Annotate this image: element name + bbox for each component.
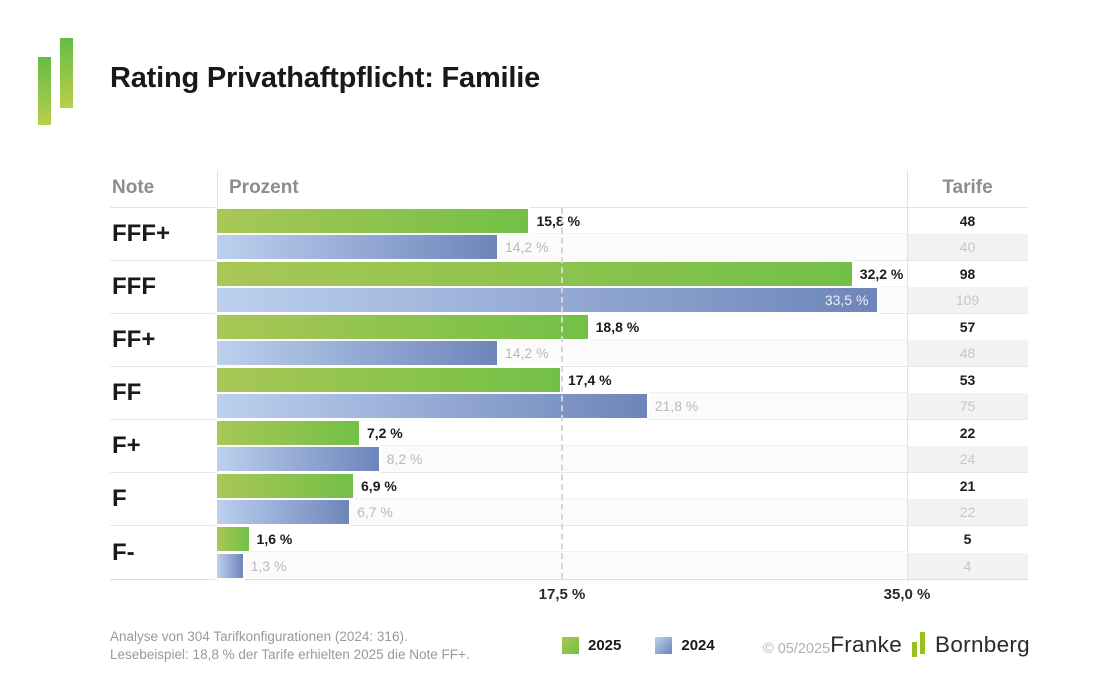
bar-2025 [217,209,529,233]
dashed-gridline-17-5 [561,208,563,579]
brand-bar-left-icon [912,642,918,657]
brand-bars-icon [912,632,926,658]
legend-item-2024: 2024 [655,637,715,654]
tarife-count-2025: 57 [959,319,976,335]
tarife-count-2025: 48 [959,213,976,229]
brand-name-right: Bornberg [935,632,1030,657]
bar-2025 [217,315,588,339]
brand-name-left: Franke [830,632,903,657]
bar-value-label-2025: 6,9 % [361,478,397,494]
table-row: FFF 32,2 % 33,5 % 98 109 [110,261,1028,314]
column-divider-prozent-tarife [907,170,908,582]
franke-bornberg-logo-mark [38,38,74,126]
tarife-cell: 98 109 [907,261,1028,313]
table-body: FFF+ 15,8 % 14,2 % 48 40 FFF 32,2 % [110,208,1028,580]
brand-bar-right-icon [920,632,926,654]
table-row: F+ 7,2 % 8,2 % 22 24 [110,420,1028,473]
bar-2024 [217,234,497,259]
bar-value-label-2025: 17,4 % [568,372,612,388]
note-label: FF+ [112,326,156,353]
footnote: Analyse von 304 Tarifkonfigurationen (20… [110,628,470,664]
tarife-count-2024: 48 [907,340,1028,366]
column-header-note: Note [112,176,155,198]
note-label: F- [112,538,135,566]
bar-2025 [217,368,561,392]
table-header-row: Note Prozent Tarife [110,168,1028,208]
tarife-cell: 22 24 [907,420,1028,472]
bar-2025 [217,527,249,551]
tarife-cell: 21 22 [907,473,1028,525]
tarife-count-2025: 53 [959,372,976,388]
tarife-count-2025: 98 [959,266,976,282]
bar-2024 [217,393,647,418]
column-header-tarife: Tarife [942,176,993,198]
legend: 2025 2024 [562,637,715,654]
bar-value-label-2025: 1,6 % [256,531,293,547]
x-axis-tick-mid: 17,5 % [538,586,586,603]
footnote-line-2: Lesebeispiel: 18,8 % der Tarife erhielte… [110,646,470,662]
logo-bar-left-icon [38,57,51,125]
rating-table: Note Prozent Tarife FFF+ 15,8 % 14,2 % 4… [110,168,1028,608]
note-label: FFF [112,273,156,300]
tarife-count-2024: 75 [907,393,1028,419]
bar-value-label-2025: 15,8 % [536,213,581,229]
bar-row-2024: 33,5 % [217,287,907,312]
table-row: F- 1,6 % 1,3 % 5 4 [110,526,1028,579]
bar-value-label-2025: 18,8 % [595,319,640,335]
x-axis-tick-max: 35,0 % [883,586,931,603]
bar-value-label-2024: 14,2 % [504,344,549,361]
tarife-count-2024: 24 [907,446,1028,472]
bar-2025 [217,474,354,498]
bar-2024 [217,553,243,578]
bar-value-label-2025: 32,2 % [859,266,904,282]
legend-label-2025: 2025 [588,637,622,654]
bar-value-label-2024: 6,7 % [357,503,393,520]
tarife-cell: 53 75 [907,367,1028,419]
footnote-line-1: Analyse von 304 Tarifkonfigurationen (20… [110,629,408,644]
legend-label-2024: 2024 [681,637,715,654]
copyright-notice: © 05/2025 [763,641,831,657]
bar-2024 [217,340,497,365]
bar-value-label-2024: 21,8 % [654,397,699,414]
table-row: FF+ 18,8 % 14,2 % 57 48 [110,314,1028,367]
bar-value-label-2024: 14,2 % [504,238,549,255]
column-header-prozent: Prozent [229,176,299,198]
tarife-count-2025: 22 [959,425,976,441]
chart-cell: 32,2 % 33,5 % [217,261,907,313]
franke-bornberg-wordmark: Franke Bornberg [830,632,1030,658]
page-title: Rating Privathaftpflicht: Familie [110,62,541,94]
tarife-cell: 57 48 [907,314,1028,366]
table-row: FF 17,4 % 21,8 % 53 75 [110,367,1028,420]
bar-row-2025: 18,8 % [217,315,907,340]
tarife-cell: 48 40 [907,208,1028,260]
legend-swatch-2024-icon [655,637,673,654]
bar-value-label-2025: 7,2 % [366,425,403,441]
tarife-count-2024: 40 [907,234,1028,260]
tarife-cell: 5 4 [907,526,1028,579]
table-row: FFF+ 15,8 % 14,2 % 48 40 [110,208,1028,261]
bar-2024 [217,287,878,312]
note-label: FFF+ [112,220,170,247]
legend-swatch-2025-icon [562,637,579,654]
bar-value-label-2024: 33,5 % [824,291,869,308]
tarife-count-2025: 21 [959,478,976,494]
note-label: FF [112,379,142,406]
note-label: F [112,485,127,512]
note-label: F+ [112,432,141,459]
bar-2024 [217,499,350,524]
bar-2024 [217,446,379,471]
bar-2025 [217,421,359,445]
bar-value-label-2024: 8,2 % [386,450,423,467]
table-row: F 6,9 % 6,7 % 21 22 [110,473,1028,526]
bar-2025 [217,262,852,286]
x-axis: 17,5 % 35,0 % [110,580,1028,608]
tarife-count-2024: 4 [907,552,1028,579]
tarife-count-2025: 5 [963,531,972,548]
logo-bar-right-icon [60,38,73,108]
legend-item-2025: 2025 [562,637,621,654]
tarife-count-2024: 22 [907,499,1028,525]
bar-value-label-2024: 1,3 % [250,557,287,574]
tarife-count-2024: 109 [907,287,1028,313]
